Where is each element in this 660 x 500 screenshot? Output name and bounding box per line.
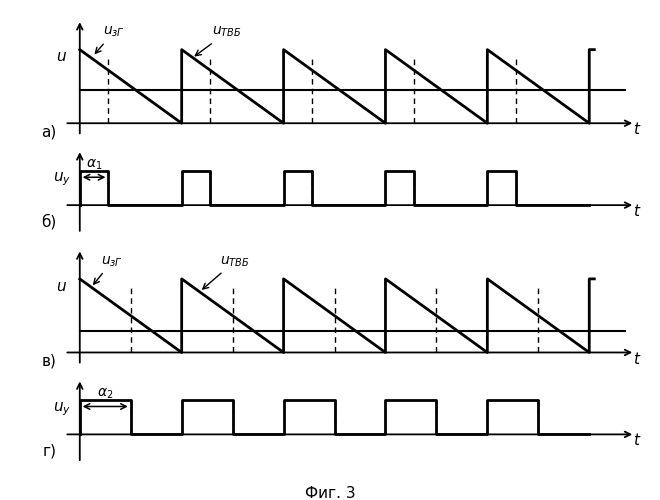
Text: $t$: $t$: [634, 122, 642, 138]
Text: $\alpha_2$: $\alpha_2$: [97, 387, 114, 402]
Text: Фиг. 3: Фиг. 3: [305, 486, 355, 500]
Text: $u_y$: $u_y$: [53, 400, 71, 417]
Text: $u$: $u$: [57, 278, 67, 293]
Text: $t$: $t$: [634, 350, 642, 366]
Text: б): б): [42, 214, 57, 230]
Text: $u_{ТВБ}$: $u_{ТВБ}$: [195, 25, 242, 56]
Text: $u_{зГ}$: $u_{зГ}$: [94, 254, 123, 284]
Text: $u_{ТВБ}$: $u_{ТВБ}$: [203, 254, 249, 289]
Text: $t$: $t$: [634, 202, 642, 218]
Text: $u_y$: $u_y$: [53, 171, 71, 188]
Text: $u$: $u$: [57, 50, 67, 64]
Text: в): в): [42, 354, 57, 368]
Text: $\alpha_1$: $\alpha_1$: [86, 158, 102, 172]
Text: а): а): [42, 124, 57, 140]
Text: $t$: $t$: [634, 432, 642, 448]
Text: $u_{зГ}$: $u_{зГ}$: [95, 25, 125, 54]
Text: г): г): [43, 444, 57, 459]
